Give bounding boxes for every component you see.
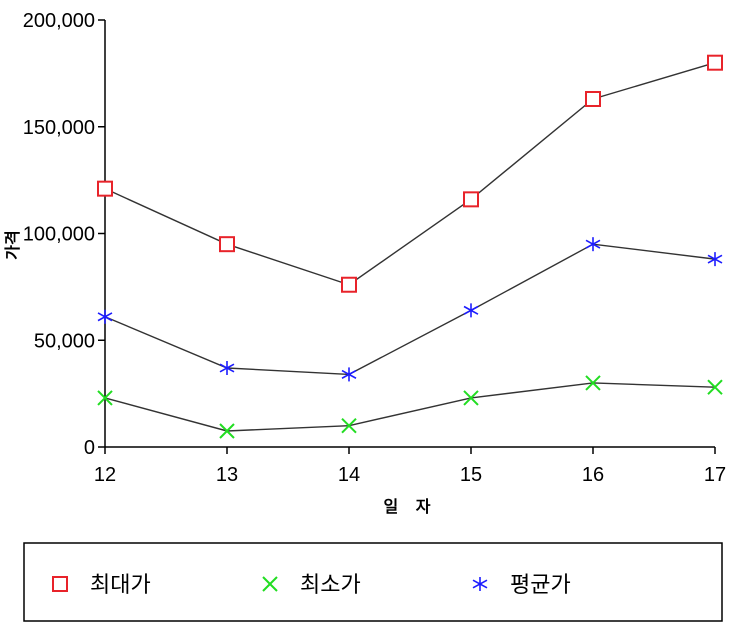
series-line-2 [104, 382, 716, 432]
series-1-point [707, 54, 723, 71]
series-1-point [463, 191, 479, 208]
legend-marker [52, 576, 68, 592]
series-2-point [463, 390, 479, 406]
legend-marker [262, 576, 278, 592]
legend-label: 최대가 [90, 573, 151, 598]
series-2-point [707, 379, 723, 395]
series-1-point [97, 180, 113, 197]
y-ticks: 0 50,000 100,000 150,000 200,000 [23, 10, 105, 459]
y-tick-label: 50,000 [34, 330, 95, 352]
legend-item: 평균가 [472, 573, 571, 598]
legend-box [23, 542, 723, 622]
x-ticks: 12 13 14 15 16 17 [94, 447, 726, 486]
y-tick-label: 150,000 [23, 117, 95, 139]
x-tick-label: 13 [216, 464, 238, 486]
x-tick-label: 12 [94, 464, 116, 486]
series-3-point [97, 309, 113, 324]
legend-item: 최대가 [52, 573, 151, 598]
series-3-point [707, 252, 723, 267]
series-3-point [463, 303, 479, 318]
series-layer [97, 54, 723, 439]
legend-label: 평균가 [510, 573, 571, 598]
series-3-point [341, 367, 357, 382]
y-axis-title: 가격 [3, 230, 22, 259]
series-2-point [97, 390, 113, 406]
x-tick-label: 15 [460, 464, 482, 486]
y-tick-label: 200,000 [23, 10, 95, 32]
y-tick-label: 0 [84, 437, 95, 459]
series-3-point [219, 361, 235, 376]
x-tick-label: 17 [704, 464, 726, 486]
y-tick-label: 100,000 [23, 224, 95, 246]
series-3-point [585, 237, 601, 252]
legend-label: 최소가 [300, 573, 361, 598]
series-2-point [585, 375, 601, 391]
axes [104, 20, 715, 448]
x-tick-label: 16 [582, 464, 604, 486]
series-2-point [341, 417, 357, 434]
legend-item: 최소가 [262, 573, 361, 598]
series-2-point [219, 423, 235, 439]
series-1-point [341, 276, 357, 293]
series-line-3 [104, 243, 716, 376]
x-axis-title: 일 자 [383, 497, 436, 516]
series-1-point [219, 236, 235, 253]
series-1-point [585, 90, 601, 107]
x-tick-label: 14 [338, 464, 360, 486]
legend-marker [472, 577, 488, 591]
series-line-1 [104, 62, 716, 286]
legend: 최대가 최소가 평균가 [52, 573, 571, 598]
